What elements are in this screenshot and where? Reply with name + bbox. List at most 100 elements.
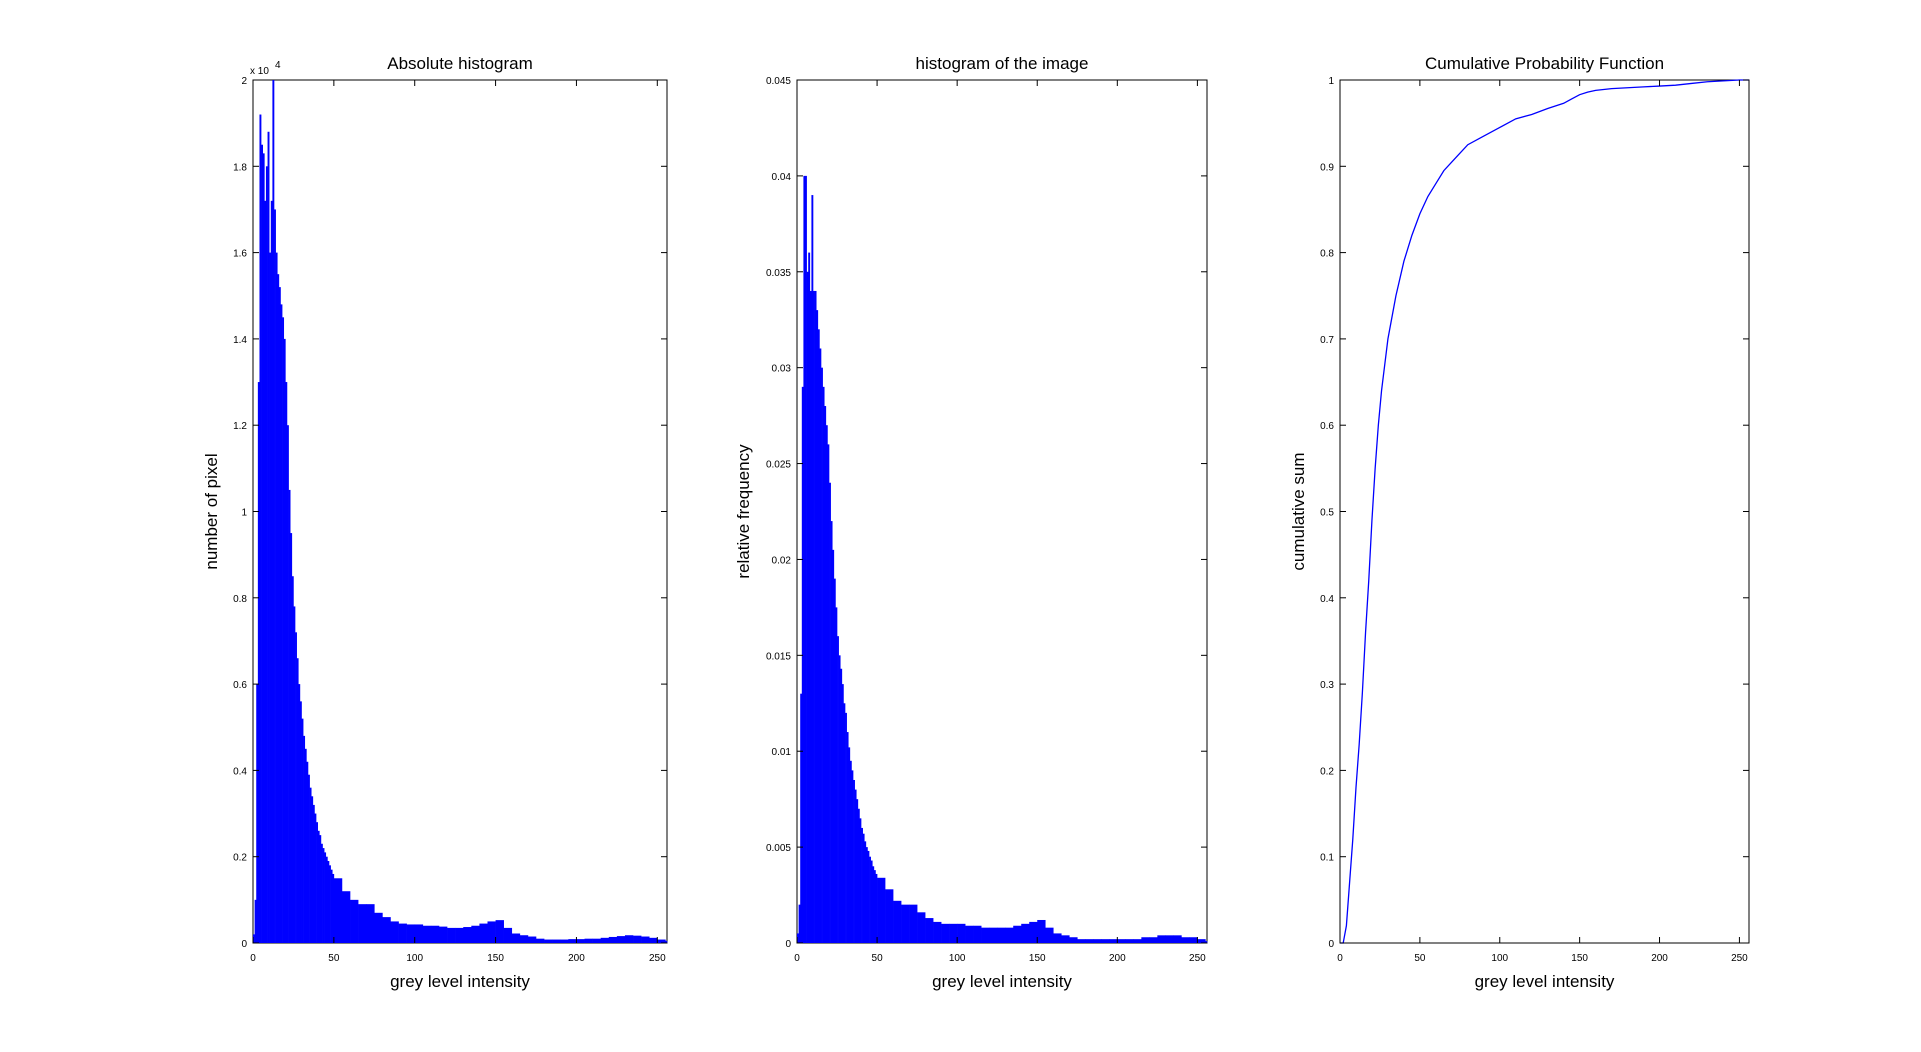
histogram-bar: [649, 937, 658, 943]
histogram-bar: [846, 732, 849, 943]
histogram-bar: [1029, 921, 1038, 943]
histogram-bar: [278, 287, 281, 943]
histogram-bar: [814, 290, 817, 943]
histogram-bar: [296, 658, 299, 943]
x-tick-label: 200: [1651, 953, 1668, 964]
histogram-bar: [519, 935, 529, 943]
histogram-bar: [633, 935, 642, 943]
histogram-bar: [1085, 939, 1094, 943]
histogram-bar: [808, 252, 811, 944]
histogram-bar: [989, 927, 998, 943]
x-tick-label: 150: [487, 953, 504, 964]
histogram-bar: [854, 789, 857, 943]
histogram-bar: [837, 636, 839, 943]
y-tick-label: 0.5: [1320, 508, 1334, 519]
histogram-bar: [414, 924, 424, 943]
histogram-bar: [827, 444, 830, 943]
histogram-bar: [544, 939, 553, 943]
histogram-bar: [841, 684, 844, 943]
histogram-bar: [560, 939, 569, 943]
histogram-bar: [909, 904, 918, 943]
x-tick-label: 150: [1029, 953, 1046, 964]
histogram-bar: [1101, 939, 1110, 943]
histogram-bar: [471, 925, 480, 943]
y-tick-label: 0.4: [233, 766, 247, 777]
histogram-bar: [877, 877, 886, 943]
histogram-bar: [253, 934, 255, 943]
histogram-bar: [1061, 935, 1070, 943]
histogram-bar: [576, 939, 585, 943]
histogram-bar: [819, 348, 822, 943]
histogram-bar: [824, 406, 827, 943]
histogram-bar: [398, 923, 407, 943]
histogram-bar: [285, 382, 288, 943]
histogram-bar: [867, 850, 870, 943]
histogram-bar: [301, 718, 304, 943]
histogram-bar: [901, 904, 910, 943]
histogram-bar: [264, 200, 267, 943]
histogram-bar: [275, 252, 278, 944]
histogram-bar: [487, 921, 496, 943]
y-tick-label: 0.2: [1320, 766, 1334, 777]
histogram-bar: [320, 843, 323, 943]
x-tick-label: 100: [949, 953, 966, 964]
x-tick-label: 0: [1337, 953, 1343, 964]
y-tick-label: 1.6: [233, 249, 247, 260]
x-tick-label: 200: [1109, 953, 1126, 964]
histogram-bar: [1109, 939, 1118, 943]
histogram-bar: [422, 925, 432, 943]
y-tick-label: 1.4: [233, 335, 247, 346]
histogram-bar: [307, 774, 310, 943]
histogram-bar: [390, 921, 399, 943]
histogram-bar: [843, 703, 846, 943]
histogram-bar: [949, 923, 958, 943]
y-tick-label: 2: [241, 76, 247, 87]
histogram-bar: [1037, 919, 1046, 943]
histogram-bar: [1013, 925, 1022, 943]
histogram-bar: [256, 684, 259, 943]
x-tick-label: 250: [1189, 953, 1206, 964]
x-tick-label: 100: [406, 953, 423, 964]
histogram-bar: [1053, 933, 1062, 943]
x-tick-label: 250: [1731, 953, 1748, 964]
histogram-bar: [1021, 923, 1030, 943]
histogram-bar: [832, 549, 835, 943]
chart-panel-1: 0 50 100 150 200 250 0 0.2 0.4 0.6 0.8 1 1.2 1.4 1.6 1.…: [202, 54, 668, 991]
histogram-bar: [816, 310, 819, 944]
histogram-bar: [312, 804, 315, 943]
histogram-bar: [280, 304, 283, 943]
y-tick-label: 1.8: [233, 162, 247, 173]
y-axis-label: number of pixel: [202, 453, 221, 569]
histogram-bar: [306, 761, 309, 943]
histogram-bar: [917, 912, 926, 943]
histogram-bar: [862, 833, 865, 943]
histogram-bar: [616, 936, 626, 943]
histogram-bar: [259, 114, 262, 943]
histogram-bar: [848, 747, 851, 943]
histogram-bar: [286, 425, 289, 943]
y-tick-label: 0.8: [233, 594, 247, 605]
histogram-bar: [835, 607, 838, 943]
histogram-bar: [406, 924, 416, 943]
histogram-bar: [805, 175, 807, 943]
chart-panel-3: 0 50 100 150 200 250 0 0.1 0.2 0.3 0.4 0.5 0.6 0.7 0.8…: [1289, 54, 1750, 991]
histogram-bar: [568, 939, 577, 943]
histogram-bar: [1133, 939, 1142, 943]
y-tick-label: 0.025: [766, 460, 791, 471]
histogram-bar: [864, 841, 867, 943]
histogram-bar: [1141, 937, 1150, 943]
histogram-bar: [657, 939, 666, 943]
y-tick-label: 0.6: [1320, 421, 1334, 432]
histogram-bar: [624, 935, 634, 943]
histogram-bar: [309, 787, 312, 943]
histogram-bar: [299, 701, 302, 943]
histogram-bar: [1093, 939, 1102, 943]
histogram-bar: [327, 861, 330, 943]
histogram-bar: [261, 144, 264, 944]
histogram-bar: [270, 200, 273, 943]
histogram-bar: [463, 927, 472, 943]
histogram-bar: [314, 813, 317, 943]
histogram-bar: [325, 856, 328, 943]
histogram-bar: [1069, 937, 1078, 943]
x-tick-label: 50: [1414, 953, 1426, 964]
